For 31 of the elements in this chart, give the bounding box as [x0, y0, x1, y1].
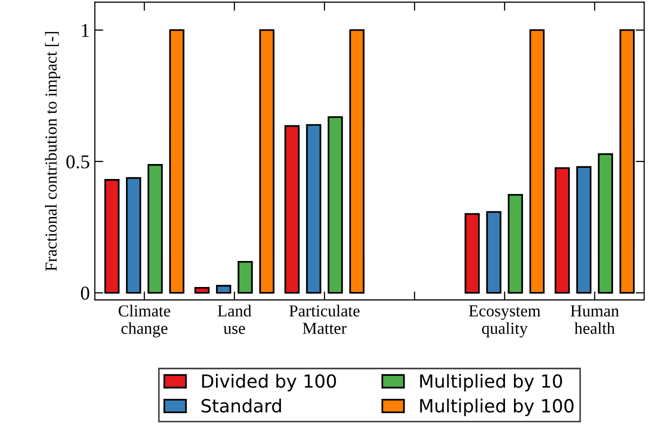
bar	[486, 211, 502, 294]
x-tick-label: Climate change	[118, 304, 170, 338]
bar	[529, 29, 545, 294]
legend-label: Divided by 100	[202, 374, 336, 392]
x-tick-label: Human health	[570, 305, 619, 334]
bar	[349, 29, 364, 294]
bar	[194, 287, 210, 294]
bar	[148, 164, 163, 294]
bar	[508, 194, 523, 294]
bar	[598, 153, 614, 294]
bar	[554, 167, 570, 294]
y-tick-label: 1	[82, 24, 89, 37]
bar	[576, 166, 592, 294]
bar	[216, 284, 232, 294]
legend-label: Multiplied by 10	[420, 374, 562, 392]
bar	[284, 125, 300, 294]
bar	[464, 213, 480, 294]
legend-label: Multiplied by 100	[420, 398, 574, 416]
x-tick-label: Ecosystem quality	[468, 305, 540, 338]
bar	[169, 29, 184, 294]
y-tick-label: 0.5	[66, 155, 90, 168]
y-tick-label: 0	[80, 286, 90, 300]
bar	[259, 29, 274, 294]
bar	[328, 116, 343, 294]
bar	[126, 177, 142, 294]
legend-label: Standard	[202, 398, 281, 413]
y-axis-title: Fractional contribution to impact [-]	[44, 32, 60, 271]
x-tick-label: Land use	[218, 304, 252, 334]
bar	[238, 261, 253, 294]
x-tick-label: Particulate Matter	[289, 304, 360, 334]
bar	[306, 124, 322, 294]
